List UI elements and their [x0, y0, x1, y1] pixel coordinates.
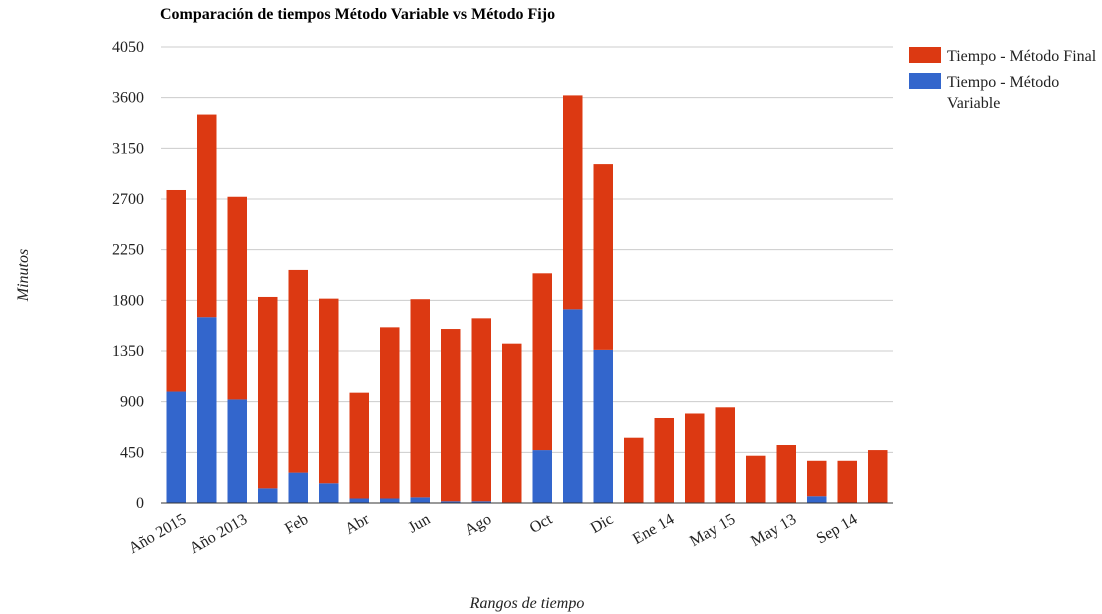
legend-item-final[interactable]: Tiempo - Método Final	[909, 47, 1097, 65]
bar-segment-variable[interactable]	[593, 349, 614, 503]
x-tick-label: May 15	[687, 511, 738, 550]
bar-segment-final[interactable]	[624, 437, 644, 503]
x-axis-title: Rangos de tiempo	[469, 595, 585, 612]
bar-segment-variable[interactable]	[288, 472, 309, 503]
bar-segment-final[interactable]	[868, 450, 888, 503]
bar-segment-variable[interactable]	[410, 497, 431, 503]
bar-segment-final[interactable]	[746, 455, 766, 503]
x-tick-label: Ene 14	[630, 511, 677, 548]
x-tick-label: Feb	[282, 511, 311, 538]
bar-segment-final[interactable]	[471, 318, 492, 502]
legend-swatch-variable	[909, 73, 941, 89]
x-tick-label: Ago	[462, 511, 494, 540]
y-tick-label: 3150	[112, 140, 144, 157]
y-tick-label: 2700	[112, 191, 144, 208]
x-tick-label: Sep 14	[814, 511, 861, 548]
chart-title: Comparación de tiempos Método Variable v…	[160, 6, 555, 23]
gridlines	[161, 46, 893, 453]
bar-segment-final[interactable]	[349, 392, 370, 499]
bar-segment-final[interactable]	[288, 269, 309, 473]
bar-segment-final[interactable]	[563, 95, 583, 310]
bar-segment-variable[interactable]	[319, 483, 339, 503]
x-tick-label: Año 2015	[126, 511, 190, 558]
y-tick-label: 2250	[112, 242, 144, 259]
bar-segment-final[interactable]	[776, 445, 797, 503]
bars	[166, 95, 888, 504]
bar-segment-final[interactable]	[380, 327, 400, 499]
bar-segment-variable[interactable]	[258, 488, 278, 503]
legend-label-variable-line2: Variable	[947, 95, 1000, 112]
y-tick-label: 1350	[112, 343, 144, 360]
legend-label-final: Tiempo - Método Final	[947, 48, 1097, 65]
bar-segment-final[interactable]	[502, 343, 522, 503]
x-tick-label: Dic	[588, 511, 617, 537]
legend-label-variable-line1: Tiempo - Método	[947, 74, 1059, 91]
bar-segment-variable[interactable]	[441, 501, 461, 503]
bar-segment-variable[interactable]	[166, 391, 187, 503]
bar-segment-final[interactable]	[685, 413, 705, 503]
bar-segment-final[interactable]	[715, 407, 736, 503]
y-tick-label: 0	[136, 495, 144, 512]
bar-segment-final[interactable]	[654, 417, 675, 503]
bar-segment-final[interactable]	[258, 296, 278, 489]
y-tick-label: 1800	[112, 292, 144, 309]
x-tick-label: May 13	[748, 511, 799, 550]
x-tick-label: Abr	[342, 510, 373, 537]
bar-segment-final[interactable]	[593, 164, 614, 350]
bar-segment-final[interactable]	[807, 460, 827, 497]
y-tick-label: 450	[120, 444, 144, 461]
bar-segment-variable[interactable]	[532, 450, 553, 503]
y-axis-ticks: 0 450 900 1350 1800 2250 2700 3150 3600 4050	[112, 39, 144, 512]
legend-swatch-final	[909, 47, 941, 63]
bar-segment-final[interactable]	[166, 189, 187, 392]
y-tick-label: 4050	[112, 39, 144, 56]
bar-segment-variable[interactable]	[197, 317, 217, 503]
legend: Tiempo - Método Final Tiempo - Método Va…	[909, 47, 1097, 112]
bar-segment-final[interactable]	[837, 460, 858, 503]
y-tick-label: 3600	[112, 90, 144, 107]
bar-segment-variable[interactable]	[380, 498, 400, 504]
bar-segment-variable[interactable]	[807, 496, 827, 503]
legend-item-variable[interactable]: Tiempo - Método Variable	[909, 73, 1059, 112]
bar-segment-final[interactable]	[227, 196, 248, 400]
bar-segment-final[interactable]	[441, 329, 461, 502]
bar-segment-final[interactable]	[410, 299, 431, 498]
bar-segment-variable[interactable]	[563, 309, 583, 503]
x-tick-label: Oct	[527, 510, 556, 537]
bar-segment-final[interactable]	[319, 298, 339, 484]
bar-segment-variable[interactable]	[227, 399, 248, 503]
bar-segment-variable[interactable]	[471, 501, 492, 503]
y-tick-label: 900	[120, 394, 144, 411]
x-tick-label: Jun	[405, 511, 433, 537]
bar-segment-final[interactable]	[532, 273, 553, 451]
bar-segment-variable[interactable]	[349, 498, 370, 504]
y-axis-title: Minutos	[15, 249, 32, 302]
bar-segment-final[interactable]	[197, 114, 217, 318]
x-tick-label: Año 2013	[187, 511, 251, 558]
